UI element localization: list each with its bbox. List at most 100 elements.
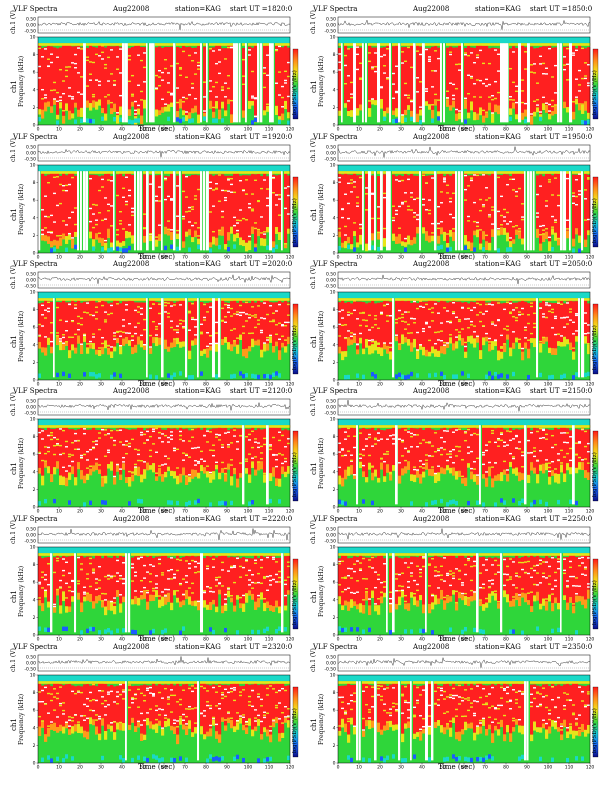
psd-speckle (356, 53, 359, 56)
psd-mid-strip (128, 477, 132, 487)
psd-speckle (119, 330, 122, 333)
psd-speckle (446, 184, 449, 186)
psd-speckle (101, 476, 104, 478)
psd-speckle (242, 58, 245, 61)
psd-speckle (509, 430, 512, 433)
psd-speckle (383, 342, 386, 344)
psd-speckle (170, 557, 173, 559)
psd-speckle (140, 99, 143, 101)
psd-upper-strip (548, 298, 552, 301)
psd-speckle (350, 591, 353, 594)
psd-speckle (251, 315, 254, 317)
psd-speckle (422, 330, 425, 333)
psd-mid-strip (215, 606, 219, 613)
psd-mid-strip (62, 343, 66, 351)
psd-speckle (188, 563, 191, 565)
psd-mid-strip (191, 340, 195, 346)
psd-speckle (158, 85, 161, 87)
psd-high-strip (446, 174, 450, 243)
psd-mid-strip (464, 99, 468, 109)
psd-speckle (179, 68, 182, 70)
x-tick-label: 90 (524, 382, 530, 388)
psd-mid-strip (485, 336, 489, 342)
psd-speckle (278, 439, 281, 442)
psd-mid-strip (122, 596, 126, 603)
gap-strip (74, 553, 77, 633)
psd-mid-strip (500, 351, 504, 359)
psd-mid-strip (239, 334, 243, 341)
psd-upper-strip (485, 43, 489, 46)
psd-upper-strip (425, 425, 429, 428)
psd-high-strip (392, 46, 396, 111)
psd-upper-strip (497, 43, 501, 46)
psd-speckle (419, 300, 422, 302)
gap-strip (200, 171, 203, 251)
panel-header: VLF Spectra Aug22008 station=KAG start UT =… (10, 385, 300, 397)
psd-mid-strip (92, 343, 96, 350)
psd-speckle (383, 196, 386, 199)
psd-high-strip (203, 427, 207, 468)
psd-speckle (260, 331, 263, 334)
psd-speckle (47, 301, 50, 304)
psd-mid-strip (224, 473, 228, 482)
psd-upper-strip (263, 553, 267, 556)
psd-speckle (341, 449, 344, 451)
psd-upper-strip (344, 553, 348, 556)
psd-mid-strip (344, 351, 348, 357)
psd-speckle (401, 320, 404, 322)
psd-speckle (359, 223, 362, 226)
gap-strip (161, 298, 164, 378)
psd-upper-strip (506, 171, 510, 174)
psd-speckle (467, 307, 470, 309)
psd-speckle (530, 431, 533, 434)
psd-mid-strip (134, 596, 138, 605)
psd-mid-strip (188, 596, 192, 605)
psd-upper-strip (359, 43, 363, 46)
psd-high-strip (482, 300, 486, 338)
psd-upper-strip (284, 43, 288, 46)
psd-mid-strip (275, 478, 279, 486)
psd-upper-strip (212, 425, 216, 428)
psd-mid-strip (41, 347, 45, 353)
panel-header: VLF Spectra Aug22008 station=KAG start UT =… (310, 3, 600, 15)
psd-low-strip (251, 120, 254, 125)
psd-high-strip (122, 176, 126, 242)
psd-low-strip (239, 371, 242, 376)
psd-mid-strip (362, 605, 366, 614)
psd-speckle (251, 430, 254, 433)
psd-speckle (509, 96, 512, 98)
psd-mid-strip (221, 339, 225, 346)
gap-strip (242, 425, 245, 505)
psd-high-strip (284, 429, 288, 472)
psd-speckle (275, 561, 278, 563)
psd-speckle (281, 434, 284, 437)
psd-upper-strip (413, 425, 417, 428)
psd-low-strip (278, 373, 281, 378)
psd-mid-strip (581, 104, 585, 114)
spectra-title: VLF Spectra (313, 515, 358, 523)
psd-low-strip (197, 244, 200, 250)
psd-high-strip (251, 558, 255, 594)
psd-speckle (119, 94, 122, 97)
psd-upper-strip (143, 171, 147, 174)
psd-mid-strip (179, 473, 183, 483)
psd-high-strip (584, 48, 588, 102)
psd-high-strip (239, 300, 243, 335)
psd-speckle (479, 303, 482, 306)
psd-upper-strip (446, 298, 450, 301)
psd-speckle (140, 434, 143, 436)
psd-speckle (467, 54, 470, 57)
psd-speckle (431, 311, 434, 314)
psd-low-strip (347, 244, 350, 250)
psd-mid-strip (230, 597, 234, 603)
psd-high-strip (491, 301, 495, 342)
psd-speckle (254, 582, 257, 584)
psd-speckle (359, 62, 362, 64)
psd-upper-strip (275, 171, 279, 174)
psd-low-strip (188, 500, 191, 506)
psd-upper-strip (59, 425, 63, 428)
psd-upper-strip (50, 425, 54, 428)
psd-speckle (383, 227, 386, 230)
psd-low-strip (533, 499, 536, 505)
psd-speckle (191, 303, 194, 305)
